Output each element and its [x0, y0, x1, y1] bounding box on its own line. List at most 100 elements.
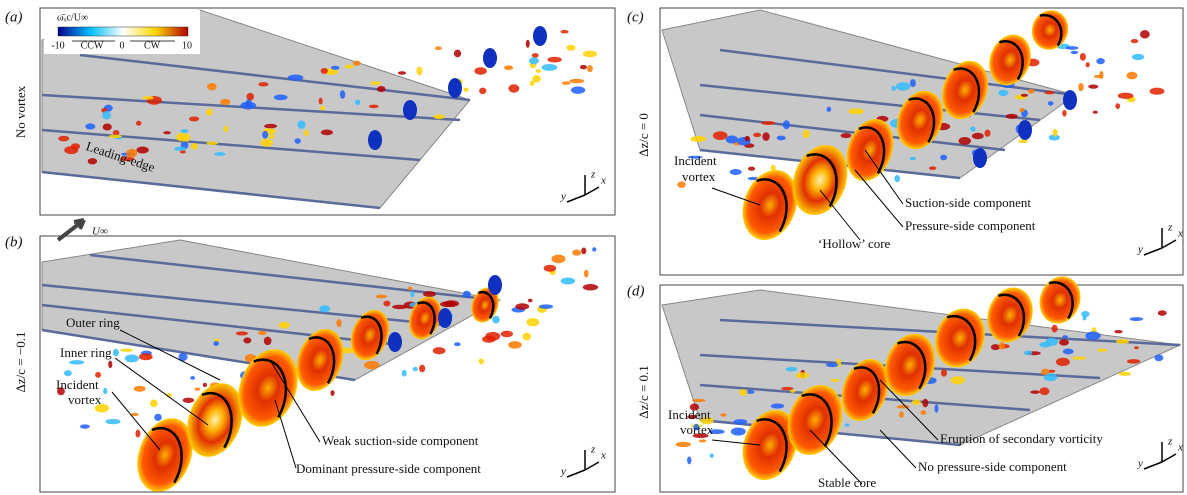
vorticity-patch [909, 79, 916, 88]
vorticity-patch [206, 141, 219, 145]
vorticity-patch [454, 342, 461, 347]
annotation: Stable core [818, 475, 876, 490]
vorticity-patch [87, 158, 98, 165]
axis-triad [566, 450, 600, 478]
vorticity-patch [95, 371, 101, 378]
vorticity-patch [940, 154, 948, 161]
vorticity-patch [154, 413, 162, 421]
vorticity-patch [136, 146, 149, 154]
annotation: Inner ring [60, 345, 112, 360]
rotation-arrow [360, 315, 383, 355]
annotation: Outer ring [66, 315, 120, 330]
vorticity-patch [246, 92, 255, 101]
vorticity-patch [795, 372, 809, 379]
vorticity-patch [1154, 354, 1164, 362]
vorticity-patch [708, 429, 725, 435]
vorticity-patch [1126, 359, 1141, 364]
vorticity-patch [522, 332, 532, 341]
vorticity-patch [190, 376, 196, 380]
axis-name: y [1137, 458, 1143, 470]
annotation: Pressure-side component [905, 218, 1036, 233]
rotation-arrow [308, 336, 336, 384]
vorticity-patch [320, 67, 328, 74]
vorticity-patch [412, 366, 418, 372]
vorticity-patch [330, 65, 340, 70]
vorticity-patch [744, 135, 750, 142]
rotation-arrow [946, 314, 977, 362]
vorticity-patch [1044, 90, 1055, 95]
vorticity-patch [1062, 109, 1067, 117]
vorticity-patch [928, 166, 937, 170]
vorticity-patch [776, 135, 786, 141]
vorticity-patch [1055, 357, 1070, 367]
vorticity-patch [1071, 356, 1087, 360]
vorticity-patch [182, 397, 195, 403]
vorticity-patch [213, 341, 220, 346]
vorticity-patch [840, 133, 852, 139]
vortex-ccw [973, 148, 987, 168]
colorbar-tick: 0 [120, 40, 125, 51]
leader-line [879, 379, 939, 441]
rotation-arrow [477, 290, 495, 319]
vorticity-patch [108, 360, 113, 369]
vorticity-patch [260, 138, 273, 147]
leader-line [274, 399, 297, 469]
vorticity-patch [500, 330, 513, 338]
vorticity-patch [1117, 92, 1134, 99]
vorticity-patch [273, 94, 288, 101]
vorticity-patch [397, 71, 407, 75]
vorticity-patch [1149, 87, 1165, 95]
vorticity-patch [1047, 101, 1054, 106]
vorticity-patch [970, 126, 976, 132]
vorticity-patch [581, 247, 587, 255]
vorticity-patch [747, 166, 756, 171]
vorticity-patch [1065, 46, 1079, 50]
vorticity-patch [297, 120, 306, 129]
axis-name: y [1137, 244, 1143, 256]
rotation-arrow [853, 366, 881, 414]
blade-edge [41, 128, 421, 162]
vorticity-patch [582, 50, 598, 58]
vorticity-patch [1048, 369, 1056, 373]
annotation: vortex [682, 169, 716, 184]
vorticity-patch [675, 441, 692, 448]
blade-edge [79, 53, 471, 102]
vorticity-patch [318, 97, 323, 105]
vorticity-patch [687, 414, 698, 419]
rotation-arrow [998, 40, 1024, 81]
vorticity-patch [896, 82, 911, 91]
annotation: ‘Hollow’ core [818, 236, 891, 251]
vorticity-patch [990, 344, 1001, 351]
vorticity-patch [790, 389, 796, 393]
vorticity-patch [693, 423, 700, 431]
vorticity-patch [709, 453, 714, 458]
vorticity-patch [891, 85, 896, 92]
vorticity-patch [392, 304, 408, 310]
vorticity-patch [112, 130, 120, 136]
vorticity-patch [166, 392, 172, 398]
vorticity-patch [566, 44, 576, 51]
vorticity-patch [105, 418, 121, 425]
vorticity-patch [687, 155, 703, 159]
vorticity-patch [408, 286, 413, 291]
vorticity-patch [698, 439, 707, 443]
vorticity-patch [1114, 330, 1123, 334]
rotation-arrow [953, 67, 981, 113]
vorticity-patch [258, 330, 267, 336]
vorticity-patch [1088, 84, 1099, 89]
vorticity-patch [1096, 58, 1105, 65]
vorticity-patch [1062, 348, 1074, 355]
vorticity-patch [998, 342, 1006, 350]
vorticity-patch [984, 129, 991, 137]
vorticity-patch [825, 362, 839, 368]
vorticity-patch [508, 341, 522, 349]
panel-label: (d) [627, 283, 645, 299]
vorticity-patch [1157, 310, 1167, 316]
vorticity-patch [712, 131, 728, 141]
vorticity-patch [108, 134, 122, 139]
vorticity-patch [119, 156, 135, 162]
vorticity-patch [1092, 110, 1098, 114]
vorticity-patch [560, 30, 569, 34]
rotation-arrow [858, 126, 886, 174]
